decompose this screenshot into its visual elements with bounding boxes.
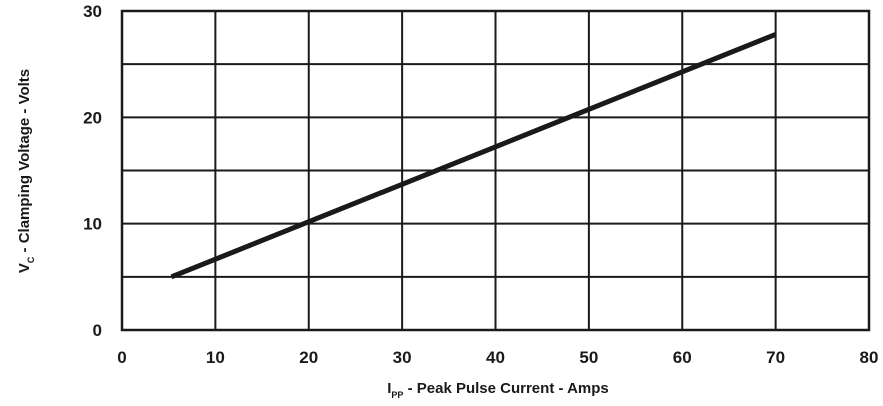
x-tick-label: 30 [393, 348, 412, 367]
y-axis-title-subscript: C [26, 256, 36, 263]
x-tick-label: 40 [486, 348, 505, 367]
x-axis-title-subscript: PP [391, 390, 403, 400]
y-tick-label: 10 [83, 215, 102, 234]
grid [122, 11, 869, 330]
series-line [170, 32, 777, 280]
x-tick-label: 80 [860, 348, 879, 367]
x-tick-labels: 0 10 20 30 40 50 60 70 80 [117, 348, 878, 367]
y-tick-labels: 0 10 20 30 [83, 2, 102, 340]
x-tick-label: 10 [206, 348, 225, 367]
y-axis-title-main: V [16, 263, 33, 273]
x-tick-label: 50 [579, 348, 598, 367]
y-tick-label: 0 [93, 321, 102, 340]
plot-frame [120, 9, 871, 332]
x-tick-label: 0 [117, 348, 126, 367]
y-axis-title-rest: - Clamping Voltage - Volts [16, 69, 33, 257]
y-axis-title: VC - Clamping Voltage - Volts [16, 69, 36, 273]
x-axis-title: IPP - Peak Pulse Current - Amps [387, 380, 609, 400]
series-group [170, 32, 777, 280]
y-tick-label: 20 [83, 108, 102, 127]
x-axis-title-main: I [387, 380, 391, 397]
x-tick-label: 60 [673, 348, 692, 367]
x-tick-label: 20 [299, 348, 318, 367]
x-axis-title-rest: - Peak Pulse Current - Amps [403, 380, 608, 397]
x-tick-label: 70 [766, 348, 785, 367]
y-tick-label: 30 [83, 2, 102, 21]
